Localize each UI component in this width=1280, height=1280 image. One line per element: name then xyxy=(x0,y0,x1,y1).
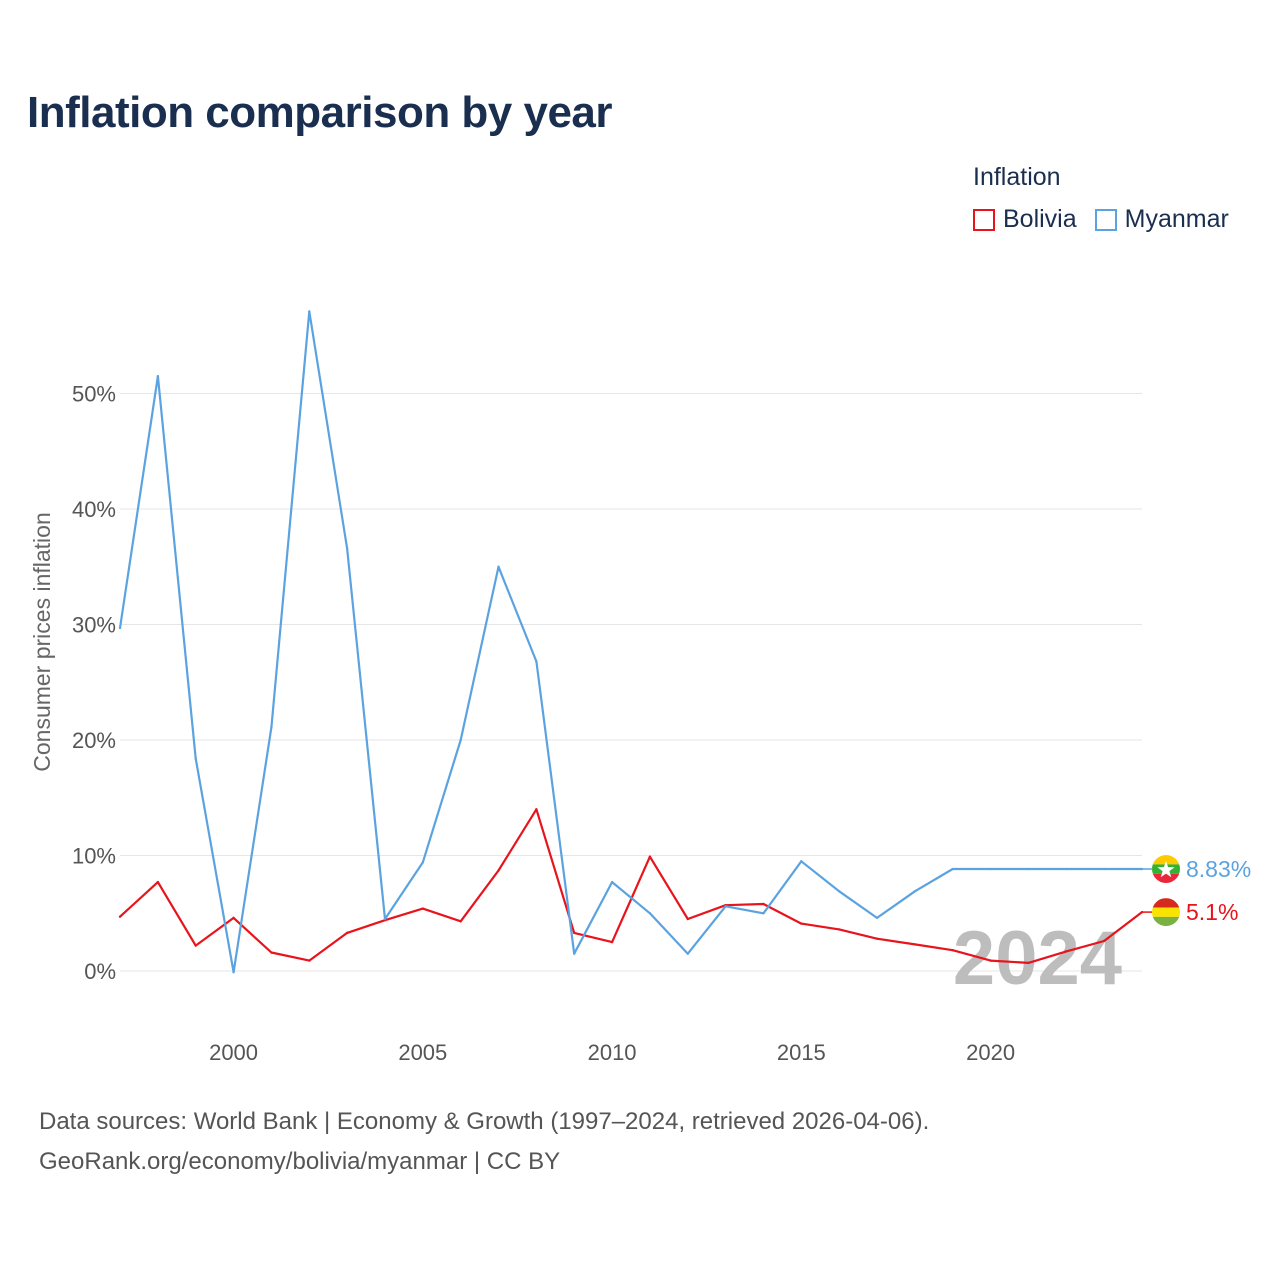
x-tick-label-2015: 2015 xyxy=(777,1040,826,1065)
x-tick-label-2020: 2020 xyxy=(966,1040,1015,1065)
data-point-myanmar-2001 xyxy=(270,726,273,729)
end-markers: 5.1% 8.83% xyxy=(1142,855,1251,927)
data-point-bolivia-2020 xyxy=(989,959,992,962)
data-point-bolivia-2014 xyxy=(762,902,765,906)
y-tick-label-20: 20% xyxy=(72,728,116,753)
data-point-bolivia-1997 xyxy=(118,915,122,918)
data-point-myanmar-2017 xyxy=(875,916,879,920)
data-point-bolivia-2000 xyxy=(232,916,235,920)
data-point-bolivia-2011 xyxy=(648,855,652,858)
line-chart: 0% 10% 20% 30% 40% 50% 2000 2005 2010 2015 2020 C… xyxy=(29,310,1251,1065)
y-tick-label-10: 10% xyxy=(72,844,116,869)
data-point-myanmar-2016 xyxy=(837,890,841,893)
data-point-myanmar-2014 xyxy=(762,912,765,915)
legend: Bolivia Myanmar xyxy=(973,205,1247,234)
data-point-bolivia-2015 xyxy=(800,922,803,925)
data-point-myanmar-1999 xyxy=(194,757,197,760)
series-line-myanmar xyxy=(118,310,1142,974)
data-point-myanmar-2005 xyxy=(421,861,425,864)
data-point-myanmar-2015 xyxy=(800,860,803,863)
flag-bolivia-icon xyxy=(1152,898,1180,927)
data-point-myanmar-2009 xyxy=(573,952,576,955)
data-point-myanmar-2003 xyxy=(345,547,349,550)
data-point-myanmar-2013 xyxy=(724,905,727,908)
data-point-bolivia-2016 xyxy=(837,928,841,931)
x-tick-label-2005: 2005 xyxy=(398,1040,447,1065)
footer-credit[interactable]: GeoRank.org/economy/bolivia/myanmar | CC… xyxy=(39,1148,561,1175)
end-value-label-bolivia: 5.1% xyxy=(1186,899,1238,925)
data-point-bolivia-2008 xyxy=(535,808,538,811)
data-point-myanmar-2000 xyxy=(232,970,235,974)
data-point-myanmar-2007 xyxy=(497,565,500,568)
legend-label-bolivia: Bolivia xyxy=(1003,205,1077,233)
data-point-myanmar-2018 xyxy=(913,890,917,893)
y-tick-label-30: 30% xyxy=(72,613,116,638)
x-tick-label-2000: 2000 xyxy=(209,1040,258,1065)
data-point-myanmar-2004 xyxy=(383,917,387,921)
data-point-bolivia-2003 xyxy=(345,931,349,935)
data-point-bolivia-2002 xyxy=(308,959,311,962)
y-tick-label-0: 0% xyxy=(84,959,116,984)
data-point-bolivia-2023 xyxy=(1102,939,1106,943)
data-point-myanmar-2011 xyxy=(648,912,652,915)
data-point-bolivia-2018 xyxy=(913,943,917,946)
end-value-label-myanmar: 8.83% xyxy=(1186,856,1251,882)
data-point-bolivia-2005 xyxy=(421,907,425,910)
y-axis-ticks: 0% 10% 20% 30% 40% 50% xyxy=(72,382,116,985)
data-point-bolivia-1999 xyxy=(194,944,197,947)
data-point-bolivia-2022 xyxy=(1065,950,1068,953)
data-point-myanmar-1997 xyxy=(118,626,122,630)
y-axis-label: Consumer prices inflation xyxy=(29,512,55,772)
data-point-bolivia-2019 xyxy=(951,949,954,952)
flag-myanmar-icon xyxy=(1152,855,1180,884)
series-lines xyxy=(118,310,1144,974)
y-tick-label-50: 50% xyxy=(72,382,116,407)
data-point-myanmar-2020 xyxy=(989,867,992,871)
legend-label-myanmar: Myanmar xyxy=(1124,205,1229,233)
data-point-bolivia-2012 xyxy=(686,917,689,921)
chart-title: Inflation comparison by year xyxy=(27,88,613,137)
series-line-bolivia xyxy=(119,808,1143,965)
data-point-bolivia-2021 xyxy=(1027,961,1030,965)
data-point-bolivia-2017 xyxy=(875,937,879,940)
legend-swatch-bolivia xyxy=(973,208,995,231)
legend-item-bolivia[interactable]: Bolivia xyxy=(973,205,1077,234)
data-point-myanmar-1998 xyxy=(156,374,160,378)
year-watermark: 2024 xyxy=(953,916,1122,1001)
legend-title: Inflation xyxy=(973,163,1061,191)
data-point-myanmar-2010 xyxy=(610,880,614,884)
data-point-bolivia-2006 xyxy=(459,920,462,923)
data-point-bolivia-2010 xyxy=(610,940,614,944)
y-tick-label-40: 40% xyxy=(72,497,116,522)
data-point-myanmar-2023 xyxy=(1102,867,1106,871)
data-point-myanmar-2021 xyxy=(1027,867,1030,871)
legend-item-myanmar[interactable]: Myanmar xyxy=(1094,205,1229,234)
data-point-bolivia-2009 xyxy=(573,931,576,935)
data-point-bolivia-2001 xyxy=(270,951,273,954)
footer-sources: Data sources: World Bank | Economy & Gro… xyxy=(39,1108,930,1135)
x-tick-label-2010: 2010 xyxy=(588,1040,637,1065)
data-point-myanmar-2002 xyxy=(308,310,311,313)
data-point-myanmar-2019 xyxy=(951,867,954,871)
data-point-myanmar-2008 xyxy=(535,660,538,663)
data-point-myanmar-2022 xyxy=(1065,867,1068,871)
x-axis-ticks: 2000 2005 2010 2015 2020 xyxy=(209,1040,1015,1065)
data-point-myanmar-2012 xyxy=(686,952,689,955)
data-point-myanmar-2006 xyxy=(459,738,462,742)
data-point-bolivia-2007 xyxy=(497,869,500,872)
grid-lines xyxy=(120,393,1142,972)
data-point-bolivia-1998 xyxy=(156,880,160,884)
legend-swatch-myanmar xyxy=(1094,208,1117,231)
